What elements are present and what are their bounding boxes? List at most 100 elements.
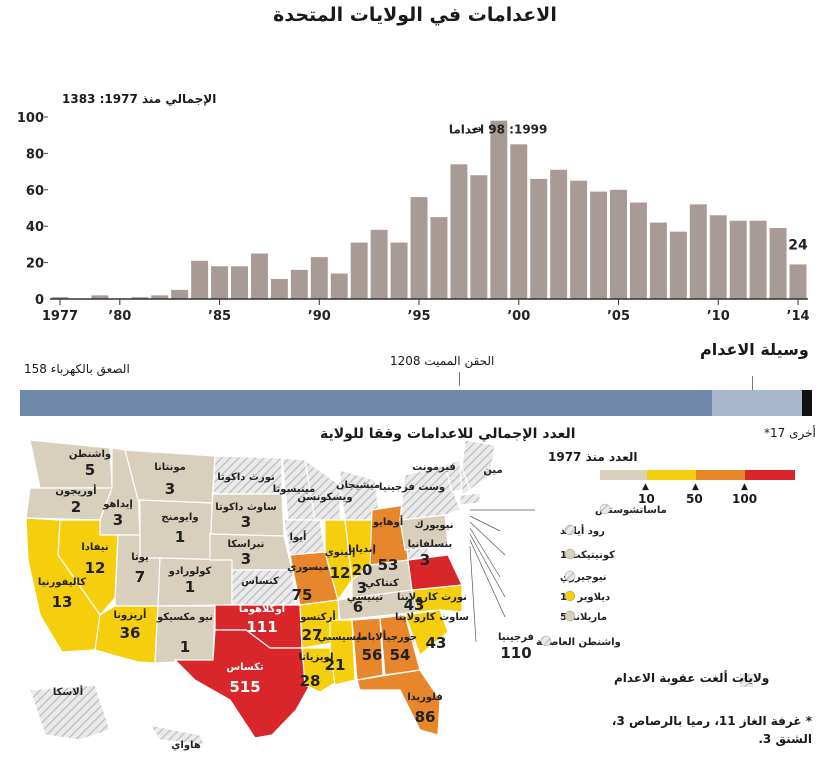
- state-label-مينيسوتا: مينيسوتا: [273, 484, 315, 495]
- bar-1989: [290, 269, 308, 299]
- state-تكساس: [173, 629, 311, 739]
- xtick-1985: ’85: [208, 309, 231, 324]
- bar-2001: [530, 178, 548, 299]
- bar-2007: [649, 222, 667, 299]
- callout-ماساتشوستس: ماساتشوستس: [595, 505, 667, 516]
- callout-dot-ماريلاند: [564, 610, 576, 622]
- xtick-2014: ’14: [787, 309, 810, 324]
- bar-1996: [430, 217, 448, 299]
- electrocution-label: الصعق بالكهرباء 158: [24, 362, 130, 376]
- state-value-نبراسكا: 3: [241, 550, 251, 568]
- state-label-تكساس: تكساس: [226, 662, 264, 673]
- bar-2013: [769, 228, 787, 299]
- page-title: الاعدامات في الولايات المتحدة: [273, 4, 557, 26]
- state-label-مين: مين: [483, 465, 502, 476]
- callout-dot-نيوجيرزي: [564, 570, 576, 582]
- method-segment-other: [802, 390, 812, 416]
- state-label-واشنطن: واشنطن: [69, 449, 111, 460]
- state-value-كنتاكي: 3: [357, 579, 367, 597]
- lethal-injection-label: الحقن المميت 1208: [390, 354, 495, 368]
- state-label-ويسكونسن: ويسكونسن: [297, 492, 352, 503]
- bar-1990: [310, 257, 328, 299]
- bar-2011: [729, 220, 747, 299]
- state-value-كولورادو: 1: [185, 578, 195, 596]
- state-label-نيو مكسيكو: نيو مكسيكو: [156, 612, 213, 623]
- bar-1991: [330, 273, 348, 299]
- callout-dot-ماساتشوستس: [599, 503, 611, 515]
- state-value-نيفادا: 12: [85, 559, 106, 577]
- callout-dot-رود أيلاند: [564, 524, 576, 536]
- state-label-ساوث داكوتا: ساوث داكوتا: [215, 502, 277, 513]
- state-واشنطن: [29, 439, 113, 489]
- state-ألاباما: [351, 617, 384, 681]
- callout-dot-واشنطن العاصمة: [540, 635, 552, 647]
- state-نيو هامبشر: [459, 461, 471, 497]
- state-label-وست فرجينيا: وست فرجينيا: [379, 482, 445, 493]
- legend-bin-1: [600, 470, 647, 480]
- state-value-ميسيسبي: 21: [325, 656, 346, 674]
- state-label-تينيسي: تينيسي: [347, 592, 384, 603]
- bar-1987: [250, 253, 268, 299]
- bar-2010: [709, 215, 727, 299]
- bar-1992: [350, 242, 368, 299]
- state-value-ألاباما: 56: [362, 646, 383, 664]
- bar-2008: [669, 231, 687, 299]
- ytick-80: 80: [26, 147, 44, 162]
- xtick-1980: ’80: [108, 309, 131, 324]
- ytick-100: 100: [17, 111, 44, 126]
- state-value-إلينوي: 12: [330, 564, 351, 582]
- ytick-60: 60: [26, 184, 44, 199]
- ytick-40: 40: [26, 220, 44, 235]
- state-نيويورك: [399, 464, 461, 521]
- bar-1985: [211, 266, 229, 299]
- state-label-ميسوري: ميسوري: [287, 562, 329, 573]
- state-value-إيداهو: 3: [113, 511, 123, 529]
- last-annotation: 24: [788, 237, 808, 253]
- state-value-أوهايو: 53: [378, 556, 399, 574]
- legend-bin-3: [696, 470, 745, 480]
- bar-2012: [749, 220, 767, 299]
- callout-واشنطن العاصمة: واشنطن العاصمة: [536, 637, 621, 648]
- state-label-أريزونا: أريزونا: [114, 608, 147, 621]
- state-label-جورجيا: جورجيا: [383, 632, 417, 643]
- state-label-كنتاكي: كنتاكي: [365, 578, 399, 589]
- legend-arrow-50: ▲: [692, 482, 699, 492]
- state-فلوريدا: [356, 669, 441, 736]
- state-value-ميسوري: 75: [292, 586, 313, 604]
- state-هاواي: [148, 724, 207, 746]
- method-segment-lethal: [20, 390, 712, 416]
- callout-line-رود أيلاند: [469, 515, 501, 532]
- method-title: وسيلة الاعدام: [700, 340, 809, 359]
- bar-chart: 0 20 40 60 80 100 1977 ’80 ’85 ’90 ’95 ’00 ’05 ’10 ’1…: [17, 111, 810, 324]
- electro-tick: [752, 376, 753, 390]
- bar-1999: [490, 120, 508, 299]
- bar-1988: [270, 278, 288, 299]
- callout-line-نيوجيرزي: [469, 527, 501, 578]
- legend-bin-2: [647, 470, 696, 480]
- state-label-لويزيانا: لويزيانا: [298, 652, 333, 663]
- state-value-نورث كارولاينا: 43: [404, 596, 425, 614]
- abolished-label: ولايات ألغت عقوبة الاعدام: [614, 671, 770, 685]
- state-label-أركنسو: أركنسو: [299, 610, 336, 623]
- callout-نيوجيرزي: نيوجيرزي: [560, 572, 607, 583]
- abolished-swatch: [740, 672, 753, 687]
- state-value-أوكلاهوما: 111: [246, 618, 277, 636]
- state-label-أوريجون: أوريجون: [55, 484, 96, 497]
- state-لويزيانا: [301, 647, 341, 693]
- state-value-يوتا: 7: [135, 568, 145, 586]
- peak-annotation: 1999: 98 اعداما: [449, 123, 548, 137]
- state-value-ساوث داكوتا: 3: [241, 513, 251, 531]
- ytick-0: 0: [35, 293, 44, 308]
- state-value-تكساس: 515: [229, 678, 260, 696]
- bar-1979: [91, 295, 109, 299]
- state-label-أوكلاهوما: أوكلاهوما: [239, 602, 285, 615]
- bar-2004: [590, 191, 608, 299]
- state-label-ساوث كارولاينا: ساوث كارولاينا: [395, 612, 469, 623]
- xtick-2000: ’00: [507, 309, 530, 324]
- state-label-نيفادا: نيفادا: [81, 542, 108, 553]
- xtick-1990: ’90: [308, 309, 331, 324]
- state-إلينوي: [324, 519, 353, 602]
- bar-1997: [450, 164, 468, 299]
- callout-dot-كونيتيكت: [564, 548, 576, 560]
